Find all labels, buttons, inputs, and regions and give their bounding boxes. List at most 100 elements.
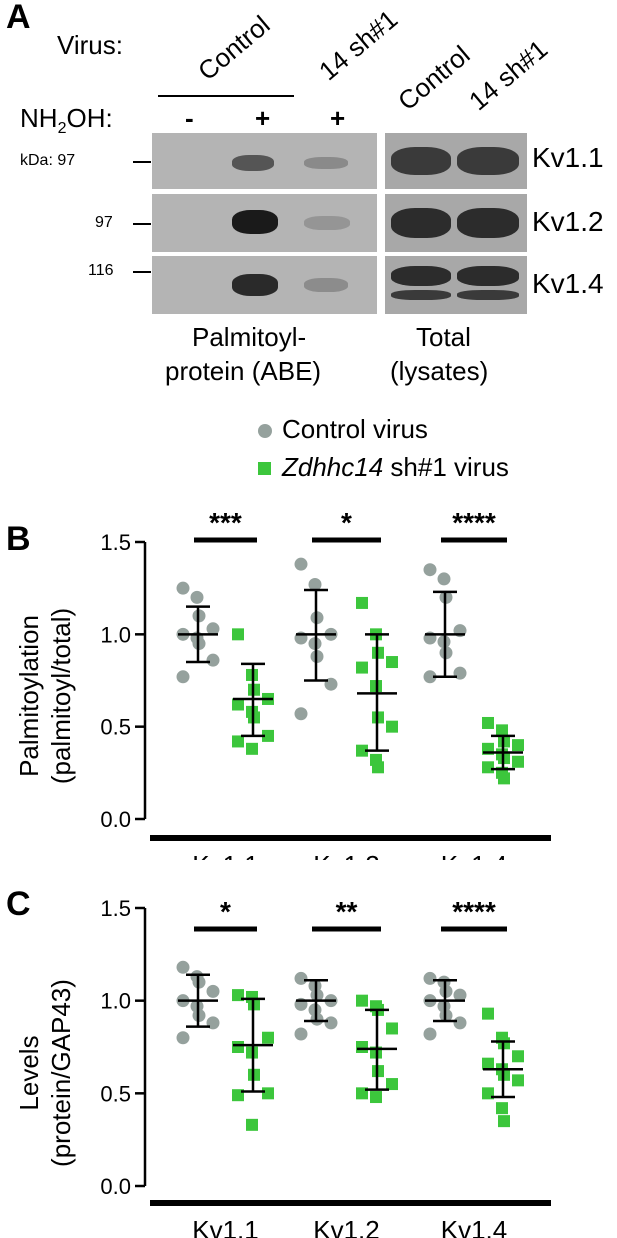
data-point-sh: [232, 698, 244, 711]
ylabel-line1: Palmitoylation: [14, 615, 44, 777]
marker-tick-3: [133, 271, 151, 273]
group-label: Kv1.2: [313, 1215, 380, 1238]
significance-label: *: [220, 896, 231, 927]
data-point-sh: [512, 1074, 524, 1087]
blot-lysate-kv11: [385, 133, 527, 189]
data-point-control: [294, 971, 308, 985]
ylabel-line2: (palmitoyl/total): [46, 608, 76, 784]
data-point-sh: [512, 755, 524, 768]
data-point-sh: [496, 1102, 508, 1115]
lysate-header-control: Control: [392, 39, 476, 117]
data-point-control: [176, 960, 190, 974]
data-point-control: [294, 707, 308, 721]
y-tick-label: 1.5: [100, 530, 131, 555]
data-point-control: [437, 572, 451, 586]
data-point-control: [423, 563, 437, 577]
blot-abe-kv14: [152, 256, 377, 314]
data-point-sh: [356, 994, 368, 1007]
data-point-sh: [262, 1087, 274, 1100]
data-point-control: [176, 670, 190, 684]
caption-total-line1: Total: [416, 322, 471, 352]
data-point-control: [206, 622, 220, 636]
abe-header-control: Control: [192, 9, 276, 87]
caption-abe-line2: protein (ABE): [165, 356, 322, 386]
y-tick-label: 0.5: [100, 715, 131, 740]
panel-letter-b: B: [6, 520, 31, 558]
panel-letter-a: A: [6, 0, 31, 36]
data-point-sh: [496, 724, 508, 737]
data-point-sh: [232, 628, 244, 641]
data-point-control: [423, 670, 437, 684]
data-point-sh: [482, 761, 494, 774]
caption-abe-line1: Palmitoyl-: [192, 322, 307, 352]
ylabel-line1: Levels: [14, 1035, 44, 1110]
significance-label: **: [336, 896, 358, 927]
data-point-sh: [356, 744, 368, 757]
kda-marker-3: 116: [88, 262, 114, 279]
data-point-sh: [356, 596, 368, 609]
y-tick-label: 1.0: [100, 622, 131, 647]
abe-header-sh: 14 sh#1: [313, 3, 404, 87]
data-point-sh: [246, 1118, 258, 1131]
data-point-control: [423, 1027, 437, 1041]
marker-tick-1: [133, 161, 151, 163]
group-label: Kv1.4: [441, 1215, 508, 1238]
data-point-control: [294, 557, 308, 571]
data-point-sh: [356, 1041, 368, 1053]
data-point-sh: [386, 720, 398, 733]
data-point-control: [453, 988, 467, 1002]
blot-label-kv11: Kv1.1: [532, 142, 604, 173]
blot-lysate-kv14: [385, 256, 527, 314]
y-tick-label: 1.0: [100, 989, 131, 1014]
data-point-sh: [232, 735, 244, 748]
marker-tick-2: [133, 223, 151, 225]
data-point-sh: [262, 1031, 274, 1044]
blot-label-kv14: Kv1.4: [532, 268, 604, 299]
significance-label: *: [341, 507, 352, 538]
y-tick-label: 0.5: [100, 1081, 131, 1106]
kda-marker-2: 97: [95, 214, 113, 231]
chart-palmitoylation: 0.0 0.5 1.0 1.5 Kv1.1 *** Kv1.2 * Kv1.4 **** Palm…: [14, 507, 551, 860]
data-point-control: [294, 1027, 308, 1041]
data-point-sh: [498, 1115, 510, 1128]
data-point-control: [190, 590, 204, 604]
data-point-sh: [356, 661, 368, 674]
legend-marker-sh: [258, 462, 271, 475]
legend-label-sh: Zdhhc14 sh#1 virus: [282, 452, 509, 482]
legend-marker-control: [258, 424, 272, 438]
data-point-sh: [498, 772, 510, 785]
kda-marker-1: kDa: 97: [20, 152, 76, 169]
nh2oh-sign-2: +: [255, 103, 271, 133]
nh2oh-sign-1: -: [185, 103, 194, 133]
data-point-control: [308, 577, 322, 591]
data-point-control: [453, 1016, 467, 1030]
data-point-sh: [512, 739, 524, 752]
data-point-sh: [246, 742, 258, 755]
data-point-sh: [370, 1091, 382, 1104]
data-point-sh: [482, 716, 494, 729]
data-point-sh: [512, 1050, 524, 1063]
legend-label-control: Control virus: [282, 414, 428, 444]
lysate-header-sh: 14 sh#1: [463, 33, 554, 117]
group-label: Kv1.1: [192, 850, 259, 860]
y-tick-label: 0.0: [100, 1174, 131, 1199]
chart-levels: 0.0 0.5 1.0 1.5 Kv1.1 * Kv1.2 ** Kv1.4 **** Level…: [14, 896, 551, 1238]
data-point-sh: [386, 1078, 398, 1091]
data-point-sh: [482, 1007, 494, 1020]
group-label: Kv1.1: [192, 1215, 259, 1238]
significance-label: ****: [452, 507, 496, 538]
data-point-sh: [262, 729, 274, 742]
significance-label: ***: [209, 507, 242, 538]
ylabel-line2: (protein/GAP43): [46, 979, 76, 1167]
caption-total-line2: (lysates): [390, 356, 489, 386]
group-label: Kv1.2: [313, 850, 380, 860]
data-point-sh: [386, 1022, 398, 1035]
data-point-control: [206, 653, 220, 667]
blot-lysate-kv12: [385, 194, 527, 252]
y-tick-label: 0.0: [100, 807, 131, 832]
nh2oh-sign-3: +: [330, 103, 346, 133]
data-point-control: [206, 984, 220, 998]
data-point-control: [176, 1031, 190, 1045]
data-point-sh: [232, 1041, 244, 1053]
data-point-control: [176, 581, 190, 595]
